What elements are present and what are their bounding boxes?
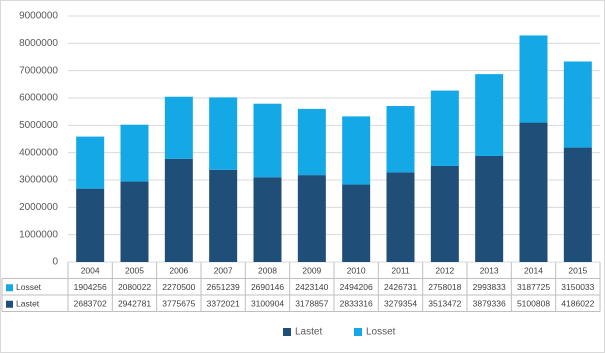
table-value: 3150033 [561,282,594,292]
x-tick-label: 2004 [81,266,100,276]
bar [519,122,548,262]
table-value: 3879336 [473,299,506,309]
x-tick-label: 2008 [258,266,277,276]
bar [76,136,105,189]
y-tick-label: 5000000 [19,120,58,131]
x-tick-label: 2011 [391,266,410,276]
x-tick-label: 2013 [480,266,499,276]
x-tick-label: 2007 [214,266,233,276]
legend-label: Lastet [295,327,322,338]
table-value: 2993833 [473,282,506,292]
table-value: 2494206 [340,282,373,292]
table-value: 2423140 [295,282,328,292]
x-tick-label: 2014 [524,266,543,276]
table-value: 2426731 [384,282,417,292]
y-tick-label: 3000000 [19,175,58,186]
bar [519,35,548,123]
bar [475,155,504,262]
table-value: 2651239 [207,282,240,292]
y-tick-label: 0 [52,257,58,268]
x-tick-label: 2009 [302,266,321,276]
row-label: Lastet [16,299,40,309]
bar [253,177,282,262]
x-tick-label: 2005 [125,266,144,276]
bar [563,61,592,148]
y-tick-label: 2000000 [19,202,58,213]
x-tick-label: 2012 [435,266,454,276]
row-label: Losset [16,282,42,292]
bar [120,124,149,182]
legend-swatch [354,328,362,336]
table-value: 5100808 [517,299,550,309]
table-value: 2942781 [118,299,151,309]
table-value: 4186022 [561,299,594,309]
bar [209,169,238,262]
bar [386,106,415,173]
legend-key [6,300,13,308]
table-value: 2270500 [162,282,195,292]
table-value: 1904256 [74,282,107,292]
legend-key [6,284,13,292]
bar [475,74,504,156]
table-value: 2758018 [428,282,461,292]
bar [342,116,371,185]
bar [164,96,193,159]
bar [563,147,592,262]
bar [253,103,282,178]
y-tick-label: 6000000 [19,93,58,104]
table-value: 3372021 [207,299,240,309]
table-value: 3100904 [251,299,284,309]
x-tick-label: 2010 [347,266,366,276]
table-value: 2080022 [118,282,151,292]
table-value: 3279354 [384,299,417,309]
table-value: 3513472 [428,299,461,309]
table-value: 3178857 [295,299,328,309]
table-value: 3187725 [517,282,550,292]
table-value: 3775675 [162,299,195,309]
y-tick-label: 9000000 [19,11,58,22]
legend-label: Losset [366,327,396,338]
bar [76,188,105,262]
x-tick-label: 2015 [568,266,587,276]
bar [430,90,459,166]
bar [297,108,326,176]
y-tick-label: 4000000 [19,147,58,158]
y-tick-label: 7000000 [19,65,58,76]
bar [430,165,459,262]
bar [209,97,238,170]
bar [297,175,326,262]
bar [386,172,415,262]
x-tick-label: 2006 [169,266,188,276]
bar [342,184,371,262]
table-value: 2833316 [340,299,373,309]
bar [164,158,193,262]
table-value: 2683702 [74,299,107,309]
bar [120,181,149,262]
y-tick-label: 8000000 [19,38,58,49]
y-tick-label: 1000000 [19,229,58,240]
legend-swatch [283,328,291,336]
table-value: 2690146 [251,282,284,292]
